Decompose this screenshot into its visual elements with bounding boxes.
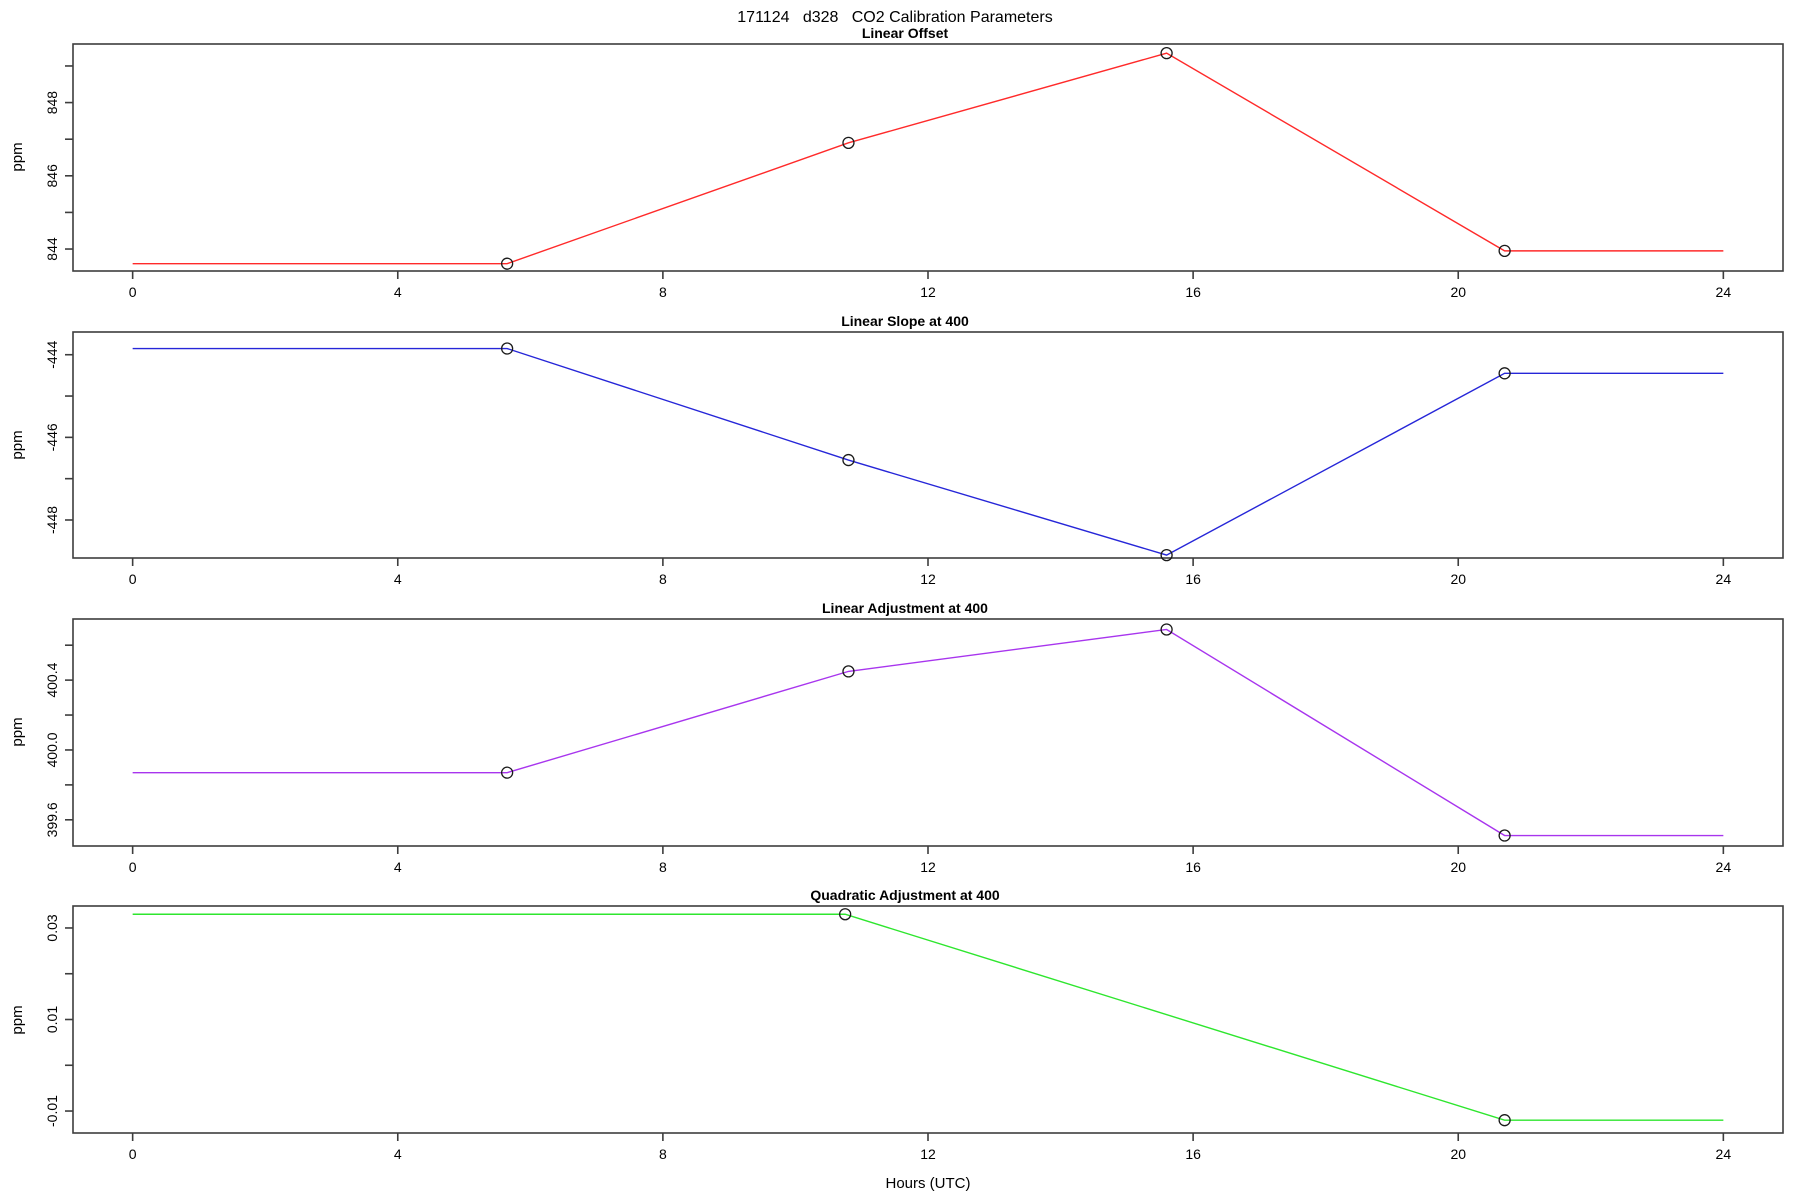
data-series-line [132,52,1724,265]
x-tick-label: 8 [659,859,667,875]
x-tick-label: 0 [129,859,137,875]
x-tick-label: 20 [1450,859,1466,875]
y-tick-label: -448 [44,506,60,534]
data-point-marker [500,342,514,355]
panel-border [72,331,1784,559]
chart-panel: 0 4 8 12 16 20 24 844 846 848 [44,43,1784,300]
panel-border [72,43,1784,272]
x-tick-label: 12 [920,284,936,300]
x-tick-label: 24 [1716,1146,1732,1162]
x-tick-label: 12 [920,859,936,875]
data-point-marker [1160,548,1173,562]
panel-title-linear-slope: Linear Slope at 400 [841,313,969,329]
x-tick-label: 24 [1716,859,1732,875]
data-point-marker [842,136,855,150]
x-tick-label: 0 [129,1146,137,1162]
y-tick-label: -444 [44,341,60,369]
x-tick-label: 20 [1450,571,1466,587]
data-point-marker [500,766,514,779]
x-tick-label: 16 [1185,284,1201,300]
y-axis-label-panel3: ppm [9,717,26,746]
y-tick-label: -446 [44,423,60,451]
y-axis-label-panel2: ppm [9,430,26,459]
panel-title-linear-offset: Linear Offset [862,25,949,41]
y-axis-label-panel4: ppm [9,1005,26,1034]
x-tick-label: 0 [129,571,137,587]
data-point-marker [842,665,855,678]
x-tick-label: 20 [1450,1146,1466,1162]
y-axis-label-panel1: ppm [9,142,26,171]
data-point-marker [1498,1114,1511,1127]
x-tick-label: 8 [659,571,667,587]
panel-border [72,618,1784,847]
y-tick-label: 0.03 [44,914,60,941]
chart-panel: 0 4 8 12 16 20 24 -0.01 0.01 0.03 [44,905,1784,1162]
data-point-marker [1160,623,1173,636]
x-tick-label: 8 [659,284,667,300]
y-tick-label: 848 [44,91,60,115]
y-tick-label: 400.4 [44,662,60,697]
x-axis-label: Hours (UTC) [886,1175,971,1192]
panel-title-quadratic-adjustment: Quadratic Adjustment at 400 [810,887,1000,903]
chart-panel: 0 4 8 12 16 20 24 399.6 400.0 400.4 [44,618,1784,875]
y-tick-label: 400.0 [44,732,60,767]
x-tick-label: 4 [394,859,402,875]
x-tick-label: 24 [1716,571,1732,587]
data-point-marker [500,257,514,270]
data-series-line [132,913,1724,1121]
data-point-marker [1160,47,1173,60]
main-title: 171124 d328 CO2 Calibration Parameters [737,9,1052,26]
x-tick-label: 0 [129,284,137,300]
x-tick-label: 24 [1716,284,1732,300]
x-tick-label: 16 [1185,1146,1201,1162]
data-point-marker [1498,244,1511,258]
x-tick-label: 4 [394,284,402,300]
x-tick-label: 12 [920,1146,936,1162]
y-tick-label: 846 [44,164,60,188]
x-tick-label: 4 [394,571,402,587]
chart-panel: 0 4 8 12 16 20 24 -448 -446 -444 [44,331,1784,587]
data-point-marker [842,453,855,467]
data-point-marker [1498,367,1511,380]
data-point-marker [839,908,852,921]
y-tick-label: 844 [44,237,60,261]
y-tick-label: 399.6 [44,802,60,837]
y-tick-label: -0.01 [44,1095,60,1127]
x-tick-label: 8 [659,1146,667,1162]
data-series-line [132,347,1724,556]
x-tick-label: 16 [1185,859,1201,875]
data-series-line [132,628,1724,837]
x-tick-label: 12 [920,571,936,587]
data-point-marker [1498,829,1511,842]
x-tick-label: 4 [394,1146,402,1162]
x-tick-label: 20 [1450,284,1466,300]
y-tick-label: 0.01 [44,1006,60,1033]
x-tick-label: 16 [1185,571,1201,587]
panel-title-linear-adjustment: Linear Adjustment at 400 [822,600,988,616]
